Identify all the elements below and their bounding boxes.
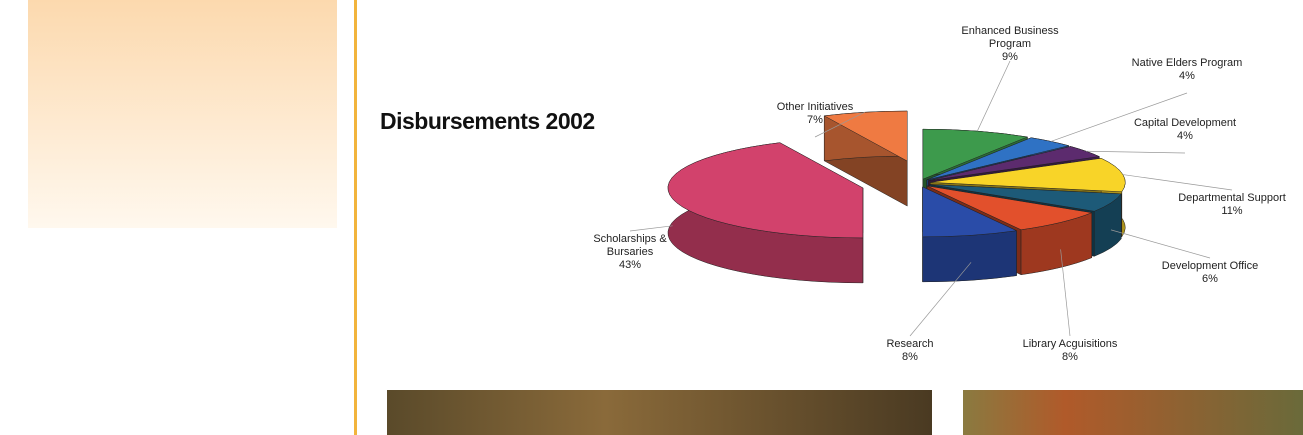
chart-title: Disbursements 2002 (380, 108, 595, 134)
slice-label: Departmental Support 11% (1172, 192, 1292, 218)
category-label: Development Office (1161, 260, 1259, 272)
percent-label: 8% (1062, 351, 1078, 363)
category-label: Scholarships & Bursaries (593, 233, 667, 258)
leader-line (814, 111, 865, 138)
category-label: Library Acguisitions (1022, 338, 1118, 350)
sidebar-panel (28, 0, 337, 228)
leader-line (976, 60, 1011, 132)
percent-label: 43% (618, 259, 642, 271)
leader-line (1122, 174, 1233, 191)
slice (930, 158, 1126, 192)
category-label: Enhanced Business Program (961, 25, 1059, 50)
photo (963, 390, 1303, 435)
percent-label: 6% (1202, 273, 1218, 285)
slice-label: Research 8% (850, 338, 970, 364)
slice-side (922, 230, 1017, 283)
slice (929, 184, 1122, 212)
slice-label: Enhanced Business Program 9% (960, 25, 1060, 64)
slice-label: Library Acguisitions 8% (1010, 338, 1130, 364)
leader-line (629, 225, 673, 232)
divider (354, 0, 357, 435)
category-label: Native Elders Program (1131, 57, 1243, 69)
leader-line (1086, 150, 1186, 154)
slice (928, 146, 1101, 181)
slice (667, 142, 864, 239)
slice (922, 186, 1018, 238)
slice-label: Development Office 6% (1150, 260, 1270, 286)
category-label: Research (886, 338, 934, 350)
category-label: Capital Development (1133, 117, 1237, 129)
percent-label: 9% (1002, 51, 1018, 63)
category-label: Other Initiatives (776, 101, 854, 113)
slice-label: Scholarships & Bursaries 43% (570, 233, 690, 272)
leader-line (1110, 229, 1211, 259)
percent-label: 8% (902, 351, 918, 363)
category-label: Departmental Support (1178, 192, 1286, 204)
slice (926, 137, 1069, 181)
slice-label: Other Initiatives 7% (755, 101, 875, 127)
leader-line (909, 262, 972, 337)
slice (823, 110, 908, 162)
leader-line (1050, 92, 1188, 142)
leader-line (1060, 249, 1071, 337)
pie (629, 60, 1233, 337)
slice-label: Native Elders Program 4% (1127, 57, 1247, 83)
percent-label: 4% (1179, 70, 1195, 82)
slice-label: Capital Development 4% (1125, 117, 1245, 143)
slice (927, 185, 1093, 230)
percent-label: 4% (1177, 130, 1193, 142)
photo (387, 390, 932, 435)
percent-label: 11% (1221, 205, 1243, 217)
percent-label: 7% (807, 114, 823, 126)
